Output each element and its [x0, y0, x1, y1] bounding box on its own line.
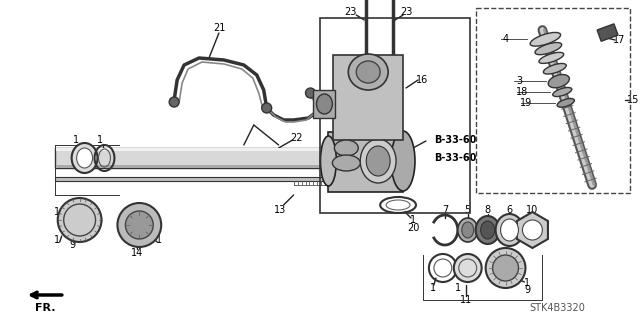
Ellipse shape [495, 214, 524, 246]
Bar [314, 90, 335, 118]
Ellipse shape [481, 221, 495, 239]
Bar [333, 55, 403, 140]
Text: 4: 4 [502, 34, 509, 44]
Ellipse shape [77, 148, 93, 168]
Ellipse shape [539, 52, 564, 63]
Text: 14: 14 [131, 248, 143, 258]
Ellipse shape [543, 63, 566, 74]
Ellipse shape [334, 140, 358, 156]
Text: B-33-60: B-33-60 [434, 135, 476, 145]
Text: 18: 18 [516, 87, 529, 97]
Ellipse shape [360, 139, 396, 183]
Text: 2: 2 [343, 175, 349, 185]
Text: 5: 5 [465, 205, 471, 215]
Text: 23: 23 [344, 7, 356, 17]
Text: STK4B3320: STK4B3320 [529, 303, 585, 313]
Ellipse shape [462, 222, 474, 238]
Ellipse shape [305, 88, 316, 98]
Bar [55, 165, 393, 168]
Ellipse shape [316, 94, 332, 114]
Ellipse shape [262, 103, 272, 113]
Text: 1: 1 [524, 278, 531, 288]
Ellipse shape [332, 155, 360, 171]
Ellipse shape [321, 136, 337, 186]
Bar [328, 132, 403, 192]
Ellipse shape [391, 131, 415, 191]
Text: 22: 22 [291, 133, 303, 143]
Text: 1: 1 [54, 235, 60, 245]
Ellipse shape [125, 211, 153, 239]
Bar [476, 8, 630, 193]
Text: 1: 1 [54, 207, 60, 217]
Text: 1: 1 [410, 215, 416, 225]
Ellipse shape [366, 146, 390, 176]
Text: 17: 17 [613, 35, 625, 45]
Bar [597, 24, 618, 41]
Text: 1: 1 [72, 135, 79, 145]
Text: 1: 1 [156, 235, 163, 245]
Ellipse shape [486, 248, 525, 288]
Text: 3: 3 [516, 76, 522, 86]
Text: 11: 11 [83, 203, 96, 213]
Ellipse shape [500, 219, 518, 241]
Ellipse shape [72, 143, 97, 173]
Text: 7: 7 [442, 205, 448, 215]
Ellipse shape [117, 203, 161, 247]
Text: 15: 15 [627, 95, 639, 105]
Ellipse shape [530, 33, 561, 46]
Ellipse shape [348, 54, 388, 90]
Bar [55, 148, 393, 168]
Text: 21: 21 [212, 23, 225, 33]
Text: 9: 9 [70, 240, 76, 250]
Ellipse shape [356, 61, 380, 83]
Ellipse shape [458, 218, 477, 242]
Text: B-33-60: B-33-60 [434, 153, 476, 163]
Ellipse shape [535, 42, 562, 55]
Text: 8: 8 [484, 205, 491, 215]
Text: 1: 1 [97, 135, 102, 145]
Text: 20: 20 [407, 223, 419, 233]
Ellipse shape [493, 255, 518, 281]
Ellipse shape [476, 216, 500, 244]
Ellipse shape [548, 75, 570, 88]
Text: 11: 11 [460, 295, 472, 305]
Text: FR.: FR. [35, 303, 55, 313]
Text: 9: 9 [524, 285, 531, 295]
Ellipse shape [553, 87, 572, 97]
Text: 6: 6 [506, 205, 513, 215]
Text: 10: 10 [526, 205, 538, 215]
Bar [55, 148, 393, 151]
Text: 1: 1 [430, 283, 436, 293]
Ellipse shape [522, 220, 542, 240]
Bar [321, 18, 470, 213]
Ellipse shape [58, 198, 102, 242]
Text: 13: 13 [273, 205, 286, 215]
Text: 1: 1 [79, 203, 84, 213]
Text: 19: 19 [520, 98, 532, 108]
Polygon shape [517, 212, 548, 248]
Ellipse shape [454, 254, 482, 282]
Text: 1: 1 [454, 283, 461, 293]
Text: 23: 23 [400, 7, 412, 17]
Bar [55, 177, 393, 181]
Text: 12: 12 [400, 135, 412, 145]
Text: 16: 16 [416, 75, 428, 85]
Ellipse shape [169, 97, 179, 107]
Ellipse shape [557, 99, 574, 107]
